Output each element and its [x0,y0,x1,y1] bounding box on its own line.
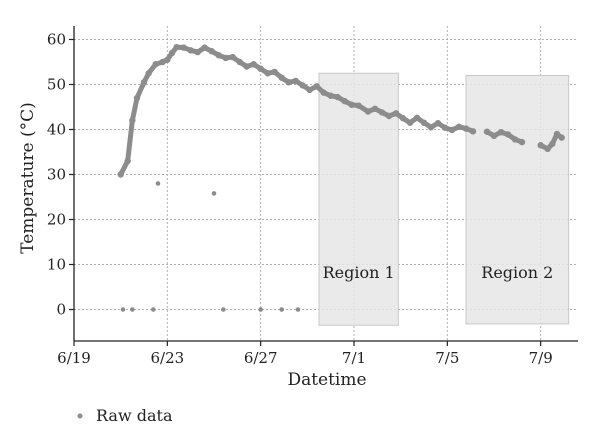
y-axis-title: Temperature (°C) [18,102,38,254]
data-point [120,307,126,312]
data-point [151,307,156,312]
axes [69,26,578,346]
region-1-label: Region 1 [323,263,395,282]
x-tick-label: 7/5 [435,349,459,367]
x-tick-label: 6/27 [244,349,278,367]
data-point [130,307,135,312]
region-2-label: Region 2 [481,263,553,282]
y-tick-label: 50 [47,76,66,94]
x-tick-label: 6/23 [150,349,184,367]
y-tick-label: 10 [47,256,66,274]
data-point [155,181,161,186]
y-tick-label: 60 [47,31,66,49]
y-tick-label: 30 [47,166,66,184]
y-tick-label: 0 [56,301,66,319]
legend-label: Raw data [96,406,173,425]
legend-marker [77,413,83,419]
y-tick-label: 20 [47,211,66,229]
y-tick-label: 40 [47,121,66,139]
x-tick-label: 6/19 [57,349,91,367]
series-line-segment [118,44,476,177]
data-point [211,191,217,196]
legend: Raw data [77,406,173,425]
regions: Region 1 Region 2 [318,72,570,326]
data-point [258,307,263,312]
data-point [279,307,284,312]
tick-labels: 6/19 6/23 6/27 7/1 7/5 7/9 0 10 20 30 40 50 60 [47,31,553,368]
region-1-box [318,72,399,326]
x-axis-title: Datetime [287,370,366,390]
x-tick-label: 7/1 [342,349,366,367]
data-point [221,307,226,312]
series-line-segment [538,131,565,152]
data-point [295,307,301,312]
data-points [117,43,565,312]
series-line-segment [484,129,525,145]
x-tick-label: 7/9 [529,349,553,367]
region-2-box [465,75,570,325]
